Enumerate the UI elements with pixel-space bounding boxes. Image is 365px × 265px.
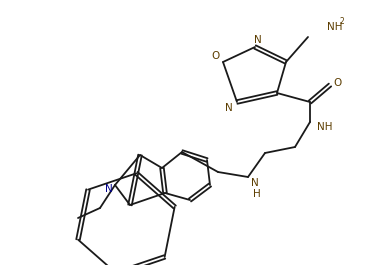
Text: 2: 2: [340, 17, 345, 26]
Text: NH: NH: [327, 22, 342, 32]
Text: N: N: [225, 103, 233, 113]
Text: N: N: [105, 184, 113, 194]
Text: O: O: [211, 51, 219, 61]
Text: O: O: [333, 78, 341, 88]
Text: NH: NH: [317, 122, 333, 132]
Text: N: N: [251, 178, 259, 188]
Text: H: H: [253, 189, 261, 199]
Text: N: N: [254, 35, 262, 45]
